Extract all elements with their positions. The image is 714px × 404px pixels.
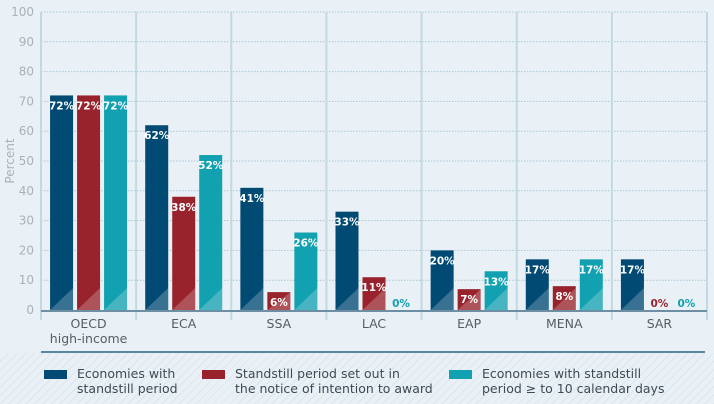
data-label: 62% (144, 130, 170, 142)
y-tick-label: 30 (19, 214, 34, 228)
legend-item-ten-days: Economies with standstill period ≥ to 10… (449, 366, 664, 396)
data-label: 6% (270, 297, 288, 309)
legend-swatch-notice (202, 370, 225, 379)
bar-2-5 (579, 259, 603, 310)
data-label: 72% (103, 100, 129, 112)
x-category-label: SSA (267, 316, 292, 331)
y-tick-label: 100 (11, 5, 34, 19)
y-tick-label: 80 (19, 65, 34, 79)
x-category-label: MENA (546, 316, 583, 331)
x-category-label: SAR (647, 316, 673, 331)
x-category-label: OECD (71, 316, 107, 331)
bar-shade (457, 289, 481, 310)
y-axis-label: Percent (3, 138, 17, 183)
legend-label-notice: Standstill period set out in the notice … (235, 366, 433, 396)
bar-shade (552, 288, 576, 310)
data-label: 33% (334, 217, 360, 229)
legend-item-standstill: Economies with standstill period (44, 366, 178, 396)
data-label: 8% (555, 291, 573, 303)
bar-0-5 (525, 259, 549, 310)
legend-swatch-ten-days (449, 370, 472, 379)
data-label: 17% (620, 264, 646, 276)
bar-0-2 (240, 187, 264, 310)
bar-shade (240, 288, 264, 310)
legend: Economies with standstill period Standst… (0, 353, 714, 404)
legend-swatch-standstill (44, 370, 67, 379)
x-category-label: LAC (362, 316, 387, 331)
data-label: 38% (171, 202, 197, 214)
bar-0-3 (335, 211, 359, 310)
data-label: 0% (651, 298, 669, 310)
legend-label-standstill: Economies with standstill period (77, 366, 178, 396)
x-category-label: EAP (457, 316, 481, 331)
bar-1-5 (552, 286, 576, 310)
data-label: 17% (525, 264, 551, 276)
y-tick-label: 10 (19, 273, 34, 287)
bar-shade (77, 288, 101, 310)
bar-0-1 (145, 125, 169, 311)
bar-shade (104, 288, 128, 310)
data-label: 0% (392, 298, 410, 310)
bar-0-6 (620, 259, 644, 310)
data-label: 52% (198, 160, 224, 172)
bar-1-3 (362, 277, 386, 310)
y-tick-label: 70 (19, 94, 34, 108)
bar-2-0 (104, 95, 128, 310)
data-label: 20% (430, 255, 456, 267)
data-label: 0% (678, 298, 696, 310)
y-tick-label: 90 (19, 35, 34, 49)
bar-2-4 (484, 271, 508, 310)
legend-label-ten-days: Economies with standstill period ≥ to 10… (482, 366, 665, 396)
x-category-label: ECA (171, 316, 197, 331)
data-label: 13% (484, 276, 510, 288)
bar-shade (267, 292, 291, 310)
bar-1-0 (77, 95, 101, 310)
bar-shade (484, 288, 508, 310)
bar-1-2 (267, 292, 291, 310)
data-label: 11% (361, 282, 387, 294)
y-tick-label: 40 (19, 184, 34, 198)
bar-shade (579, 288, 603, 310)
y-tick-label: 50 (19, 154, 34, 168)
bar-shade (145, 288, 169, 310)
y-tick-label: 0 (26, 303, 34, 317)
bar-0-0 (50, 95, 74, 310)
data-label: 72% (76, 100, 102, 112)
bar-shade (525, 288, 549, 310)
bar-shade (430, 288, 454, 310)
bar-shade (362, 288, 386, 310)
bar-0-4 (430, 250, 454, 310)
bar-2-2 (294, 232, 318, 310)
legend-item-notice: Standstill period set out in the notice … (202, 366, 433, 396)
bar-1-1 (172, 196, 196, 310)
bar-shade (294, 288, 318, 310)
y-tick-label: 60 (19, 124, 34, 138)
y-tick-label: 20 (19, 243, 34, 257)
x-category-label: high-income (50, 331, 128, 346)
data-label: 17% (579, 264, 605, 276)
bar-1-4 (457, 289, 481, 310)
data-label: 26% (293, 238, 319, 250)
bar-2-1 (199, 155, 223, 310)
bar-shade (335, 288, 359, 310)
data-label: 41% (239, 193, 265, 205)
bar-shade (172, 288, 196, 310)
bar-shade (50, 288, 74, 310)
bar-shade (620, 288, 644, 310)
data-label: 72% (49, 100, 75, 112)
data-label: 7% (460, 294, 478, 306)
bar-shade (199, 288, 223, 310)
